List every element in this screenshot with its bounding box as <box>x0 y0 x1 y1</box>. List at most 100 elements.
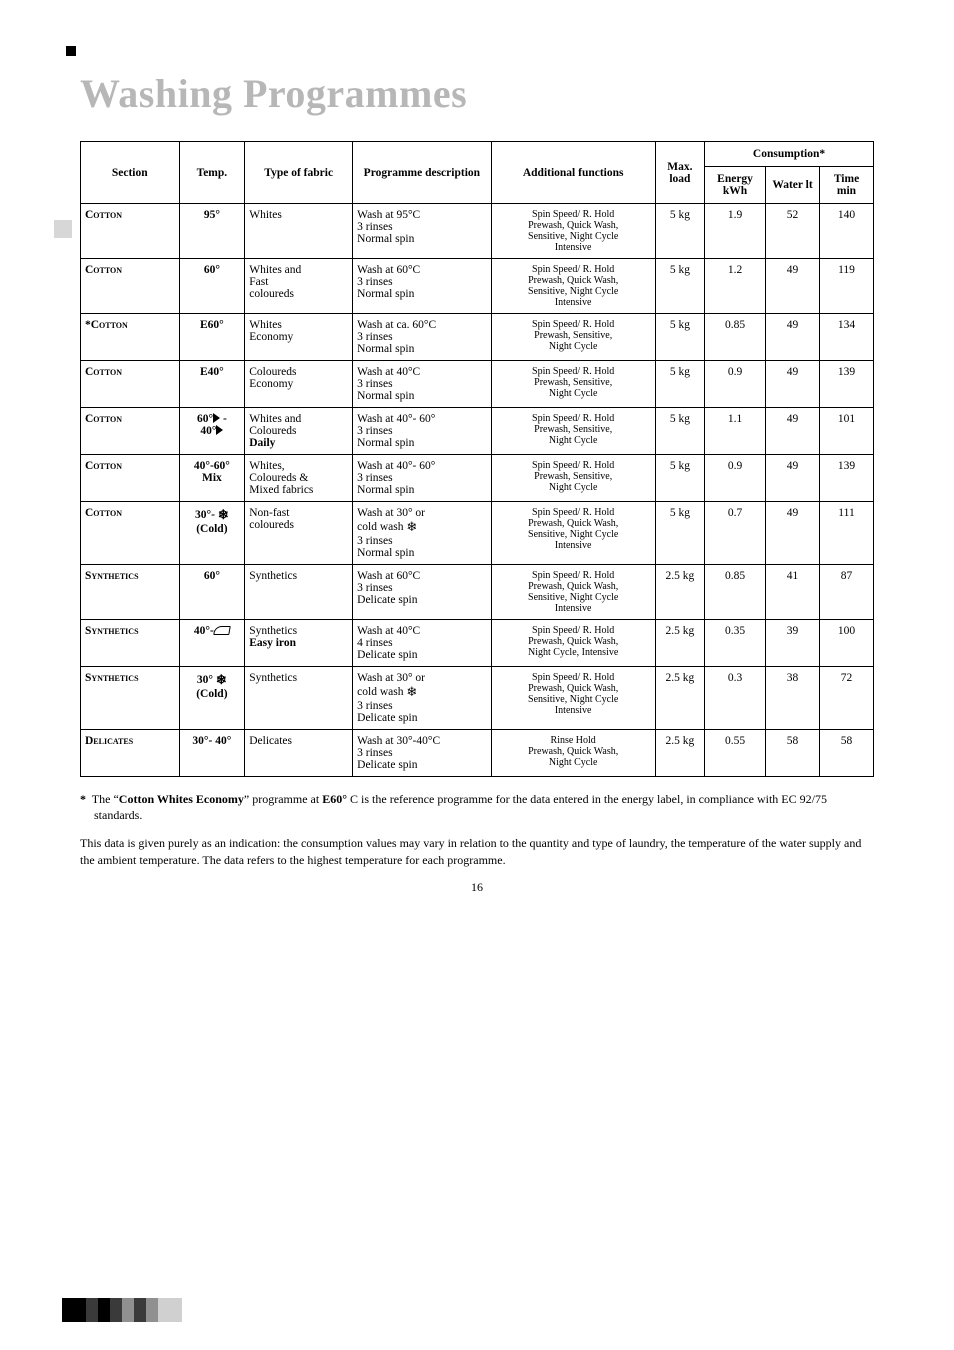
cell-temp: 40°-60°Mix <box>179 455 245 502</box>
table-row: Cotton30°- ❄(Cold)Non-fastcolouredsWash … <box>81 502 874 565</box>
cell-programme: Wash at 40°C3 rinsesNormal spin <box>353 361 491 408</box>
th-consumption: Consumption* <box>705 142 874 167</box>
cell-functions: Spin Speed/ R. HoldPrewash, Quick Wash,S… <box>491 667 655 730</box>
cell-fabric: ColouredsEconomy <box>245 361 353 408</box>
cell-load: 2.5 kg <box>655 667 704 730</box>
cell-programme: Wash at ca. 60°C3 rinsesNormal spin <box>353 314 491 361</box>
cell-section: *Cotton <box>81 314 180 361</box>
footnote-text-c: ” programme at <box>244 792 322 806</box>
cell-temp: E40° <box>179 361 245 408</box>
disclaimer-note: This data is given purely as an indicati… <box>80 835 874 867</box>
cell-load: 2.5 kg <box>655 620 704 667</box>
th-programme: Programme description <box>353 142 491 204</box>
cell-water: 49 <box>766 259 820 314</box>
cell-energy: 0.9 <box>705 361 766 408</box>
th-time: Time min <box>820 167 874 204</box>
cell-energy: 0.35 <box>705 620 766 667</box>
cell-water: 49 <box>766 502 820 565</box>
table-row: Delicates30°- 40°DelicatesWash at 30°-40… <box>81 730 874 777</box>
cell-section: Cotton <box>81 502 180 565</box>
footnote-asterisk: * <box>80 792 86 806</box>
cell-energy: 0.9 <box>705 455 766 502</box>
cell-programme: Wash at 30° orcold wash ❄3 rinsesNormal … <box>353 502 491 565</box>
cell-temp: 30°- ❄(Cold) <box>179 502 245 565</box>
cell-time: 119 <box>820 259 874 314</box>
cell-energy: 0.7 <box>705 502 766 565</box>
cell-water: 49 <box>766 455 820 502</box>
th-energy: Energy kWh <box>705 167 766 204</box>
footnote: * The “Cotton Whites Economy” programme … <box>80 791 874 823</box>
cell-load: 2.5 kg <box>655 565 704 620</box>
programmes-table: Section Temp. Type of fabric Programme d… <box>80 141 874 777</box>
cell-functions: Rinse HoldPrewash, Quick Wash,Night Cycl… <box>491 730 655 777</box>
cell-energy: 0.55 <box>705 730 766 777</box>
cell-load: 5 kg <box>655 314 704 361</box>
cell-fabric: Whites andColouredsDaily <box>245 408 353 455</box>
cell-functions: Spin Speed/ R. HoldPrewash, Quick Wash,S… <box>491 259 655 314</box>
cell-time: 139 <box>820 361 874 408</box>
cell-load: 2.5 kg <box>655 730 704 777</box>
cell-programme: Wash at 30° orcold wash ❄3 rinsesDelicat… <box>353 667 491 730</box>
cell-water: 49 <box>766 408 820 455</box>
th-max: Max. load <box>655 142 704 204</box>
cell-load: 5 kg <box>655 408 704 455</box>
table-row: Cotton60° -40°Whites andColouredsDailyWa… <box>81 408 874 455</box>
cell-fabric: Non-fastcoloureds <box>245 502 353 565</box>
cell-fabric: Synthetics <box>245 667 353 730</box>
footnote-text-a: The “ <box>92 792 119 806</box>
cell-fabric: Whites,Coloureds &Mixed fabrics <box>245 455 353 502</box>
cell-fabric: Delicates <box>245 730 353 777</box>
page-number: 16 <box>80 880 874 895</box>
cell-time: 100 <box>820 620 874 667</box>
cell-temp: 30°- 40° <box>179 730 245 777</box>
footnote-bold-programme: Cotton Whites Economy <box>119 792 244 806</box>
table-row: Synthetics30° ❄(Cold)SyntheticsWash at 3… <box>81 667 874 730</box>
cell-load: 5 kg <box>655 502 704 565</box>
cell-time: 134 <box>820 314 874 361</box>
cell-load: 5 kg <box>655 204 704 259</box>
cell-section: Synthetics <box>81 565 180 620</box>
cell-functions: Spin Speed/ R. HoldPrewash, Sensitive,Ni… <box>491 455 655 502</box>
cell-load: 5 kg <box>655 259 704 314</box>
cell-fabric: Whites <box>245 204 353 259</box>
th-additional: Additional functions <box>491 142 655 204</box>
th-type: Type of fabric <box>245 142 353 204</box>
cell-programme: Wash at 40°- 60°3 rinsesNormal spin <box>353 408 491 455</box>
cell-functions: Spin Speed/ R. HoldPrewash, Sensitive,Ni… <box>491 408 655 455</box>
cell-fabric: SyntheticsEasy iron <box>245 620 353 667</box>
cell-energy: 0.85 <box>705 314 766 361</box>
cell-functions: Spin Speed/ R. HoldPrewash, Sensitive,Ni… <box>491 361 655 408</box>
cell-temp: E60° <box>179 314 245 361</box>
cell-programme: Wash at 60°C3 rinsesDelicate spin <box>353 565 491 620</box>
cell-section: Synthetics <box>81 620 180 667</box>
cell-time: 101 <box>820 408 874 455</box>
table-row: Synthetics60°SyntheticsWash at 60°C3 rin… <box>81 565 874 620</box>
cell-functions: Spin Speed/ R. HoldPrewash, Quick Wash,S… <box>491 204 655 259</box>
cell-water: 49 <box>766 361 820 408</box>
page-title: Washing Programmes <box>80 70 874 117</box>
cell-water: 58 <box>766 730 820 777</box>
table-row: CottonE40°ColouredsEconomyWash at 40°C3 … <box>81 361 874 408</box>
crop-mark <box>66 46 76 56</box>
cell-section: Synthetics <box>81 667 180 730</box>
footnote-bold-e60: E60° <box>322 792 347 806</box>
cell-fabric: WhitesEconomy <box>245 314 353 361</box>
cell-programme: Wash at 60°C3 rinsesNormal spin <box>353 259 491 314</box>
cell-functions: Spin Speed/ R. HoldPrewash, Quick Wash,N… <box>491 620 655 667</box>
cell-section: Delicates <box>81 730 180 777</box>
side-mark <box>54 220 72 238</box>
th-water: Water lt <box>766 167 820 204</box>
cell-temp: 60° -40° <box>179 408 245 455</box>
cell-time: 72 <box>820 667 874 730</box>
cell-energy: 1.2 <box>705 259 766 314</box>
cell-energy: 1.1 <box>705 408 766 455</box>
cell-fabric: Whites andFastcoloureds <box>245 259 353 314</box>
cell-programme: Wash at 30°-40°C3 rinsesDelicate spin <box>353 730 491 777</box>
cell-water: 41 <box>766 565 820 620</box>
cell-functions: Spin Speed/ R. HoldPrewash, Quick Wash,S… <box>491 502 655 565</box>
table-row: Cotton95°WhitesWash at 95°C3 rinsesNorma… <box>81 204 874 259</box>
cell-functions: Spin Speed/ R. HoldPrewash, Quick Wash,S… <box>491 565 655 620</box>
cell-section: Cotton <box>81 361 180 408</box>
cell-time: 58 <box>820 730 874 777</box>
cell-programme: Wash at 40°- 60°3 rinsesNormal spin <box>353 455 491 502</box>
